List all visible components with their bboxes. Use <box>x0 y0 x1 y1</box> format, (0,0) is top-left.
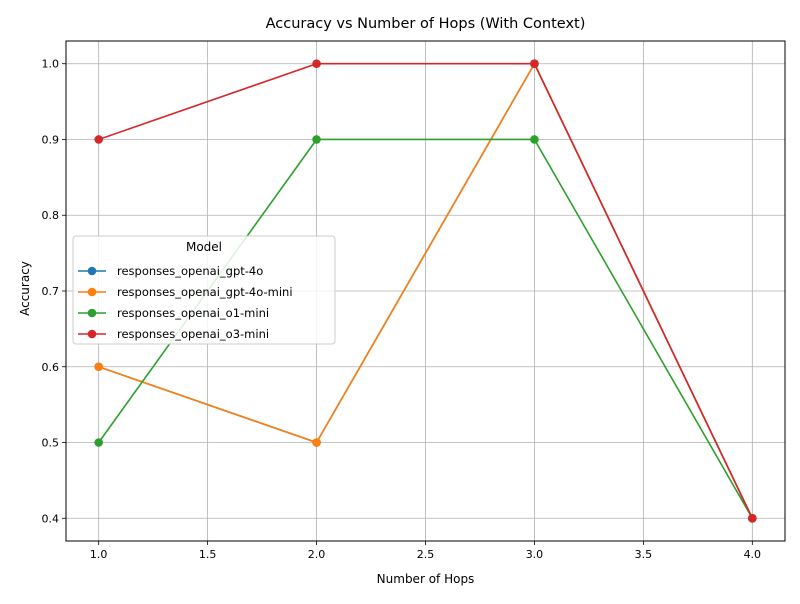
y-tick-label: 0.8 <box>42 209 60 222</box>
x-tick-label: 3.5 <box>635 548 653 561</box>
legend-entry: responses_openai_gpt-4o <box>78 264 263 278</box>
legend-label: responses_openai_gpt-4o-mini <box>117 285 293 299</box>
data-point <box>312 135 321 144</box>
x-tick-label: 2.0 <box>308 548 326 561</box>
data-point <box>312 59 321 69</box>
legend-title: Model <box>186 240 222 254</box>
legend-marker <box>87 308 97 318</box>
x-tick-label: 1.0 <box>90 548 108 561</box>
x-tick-label: 1.5 <box>199 548 217 561</box>
y-axis-label: Accuracy <box>18 261 32 316</box>
legend: Model responses_openai_gpt-4oresponses_o… <box>72 235 336 345</box>
legend-marker <box>87 287 97 297</box>
y-tick-label: 0.7 <box>42 285 60 298</box>
series-line <box>98 62 754 519</box>
legend-entry: responses_openai_o3-mini <box>78 327 269 341</box>
legend-box <box>72 235 336 345</box>
legend-marker <box>87 266 97 276</box>
data-point <box>530 135 539 144</box>
y-tick-label: 0.9 <box>42 133 60 146</box>
legend-label: responses_openai_gpt-4o <box>117 264 263 278</box>
x-tick-label: 3.0 <box>526 548 544 561</box>
legend-entry: responses_openai_gpt-4o-mini <box>78 285 293 299</box>
data-point <box>94 362 103 372</box>
data-point <box>530 59 539 69</box>
y-tick-label: 0.6 <box>42 361 60 374</box>
y-tick-label: 1.0 <box>42 58 60 71</box>
x-tick-label: 4.0 <box>744 548 762 561</box>
legend-entries: responses_openai_gpt-4o responses_openai_… <box>78 264 293 341</box>
data-point <box>94 135 103 144</box>
data-point <box>748 513 757 523</box>
legend-label: responses_openai_o3-mini <box>117 327 269 341</box>
y-tick-label: 0.5 <box>42 437 60 450</box>
chart-title: Accuracy vs Number of Hops (With Context… <box>266 16 586 32</box>
legend-marker <box>87 329 97 339</box>
legend-entry: responses_openai_o1-mini <box>78 306 269 320</box>
data-point <box>94 438 103 447</box>
x-axis-label: Number of Hops <box>377 572 475 586</box>
series-responses_openai_o3-mini <box>94 59 757 523</box>
legend-label: responses_openai_o1-mini <box>117 306 269 320</box>
axis-ticks: 1.0 1.5 2.0 2.5 3.0 3.5 4.0 0.4 0.5 0.6 0.7 0.8 0.9 1… <box>42 58 762 561</box>
data-point <box>312 438 321 447</box>
x-tick-label: 2.5 <box>417 548 435 561</box>
y-tick-label: 0.4 <box>42 512 60 525</box>
